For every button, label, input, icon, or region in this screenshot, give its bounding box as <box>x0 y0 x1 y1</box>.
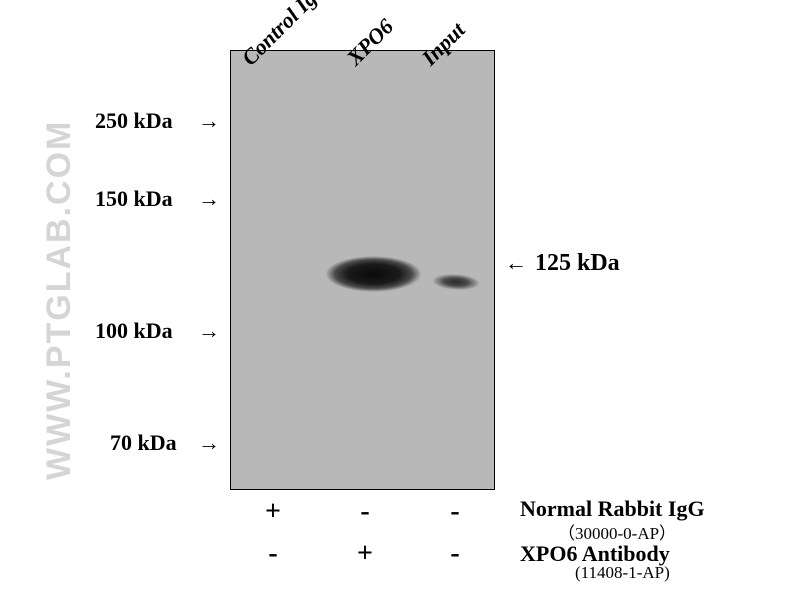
figure-container: WWW.PTGLAB.COM Control IgG XPO6 Input 25… <box>0 0 800 600</box>
western-blot-membrane <box>230 50 495 490</box>
input-band <box>431 272 481 293</box>
label-xpo6-antibody-cat: (11408-1-AP) <box>575 563 670 583</box>
arrow-right-150: → <box>198 186 220 212</box>
sign-row1-col2: - <box>350 496 380 528</box>
arrow-left-band: ← <box>505 250 527 276</box>
arrow-right-70: → <box>198 430 220 456</box>
sign-row1-col3: - <box>440 496 470 528</box>
mw-label-250: 250 kDa <box>95 108 173 134</box>
sign-row2-col3: - <box>440 538 470 570</box>
band-size-label: 125 kDa <box>535 250 620 277</box>
xpo6-band <box>326 254 421 294</box>
mw-label-150: 150 kDa <box>95 186 173 212</box>
sign-row2-col2: + <box>350 538 380 570</box>
arrow-right-100: → <box>198 318 220 344</box>
sign-row1-col1: + <box>258 496 288 528</box>
mw-label-100: 100 kDa <box>95 318 173 344</box>
arrow-right-250: → <box>198 108 220 134</box>
watermark-text: WWW.PTGLAB.COM <box>40 120 79 480</box>
mw-label-70: 70 kDa <box>110 430 177 456</box>
sign-row2-col1: - <box>258 538 288 570</box>
